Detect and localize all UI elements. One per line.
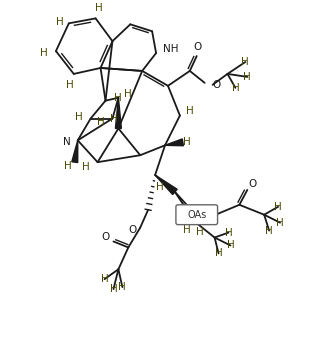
Text: O: O xyxy=(101,232,110,241)
Text: O: O xyxy=(212,80,221,90)
Text: H: H xyxy=(241,57,249,67)
Polygon shape xyxy=(155,175,177,195)
Text: H: H xyxy=(224,228,232,237)
Text: H: H xyxy=(183,137,191,147)
Text: H: H xyxy=(56,17,64,27)
Polygon shape xyxy=(72,140,78,163)
Text: H: H xyxy=(110,284,117,294)
Text: H: H xyxy=(101,274,108,284)
Text: H: H xyxy=(124,89,132,99)
Text: H: H xyxy=(114,93,121,103)
Text: H: H xyxy=(75,111,83,122)
Text: H: H xyxy=(276,218,284,228)
Text: H: H xyxy=(226,240,234,250)
Polygon shape xyxy=(165,139,183,146)
Text: H: H xyxy=(243,72,251,82)
Text: O: O xyxy=(128,225,136,234)
Text: NH: NH xyxy=(163,44,179,54)
Text: O: O xyxy=(194,42,202,52)
Text: H: H xyxy=(64,161,72,171)
Polygon shape xyxy=(116,98,122,129)
Text: H: H xyxy=(215,248,222,258)
FancyBboxPatch shape xyxy=(176,205,217,225)
Text: H: H xyxy=(97,117,105,127)
Text: H: H xyxy=(274,202,282,212)
Text: H: H xyxy=(95,4,103,13)
Text: O: O xyxy=(248,179,256,189)
Text: H: H xyxy=(196,227,204,237)
Text: H: H xyxy=(231,83,239,93)
Text: OAs: OAs xyxy=(187,210,207,220)
Text: H: H xyxy=(156,182,164,192)
Text: N: N xyxy=(63,137,71,147)
Text: H: H xyxy=(186,106,194,115)
Text: H: H xyxy=(119,282,126,292)
Text: H: H xyxy=(265,225,273,236)
Text: H: H xyxy=(66,80,74,90)
Text: H: H xyxy=(40,48,48,58)
Text: H: H xyxy=(82,162,90,172)
Text: H: H xyxy=(110,114,117,123)
Text: H: H xyxy=(183,225,191,234)
